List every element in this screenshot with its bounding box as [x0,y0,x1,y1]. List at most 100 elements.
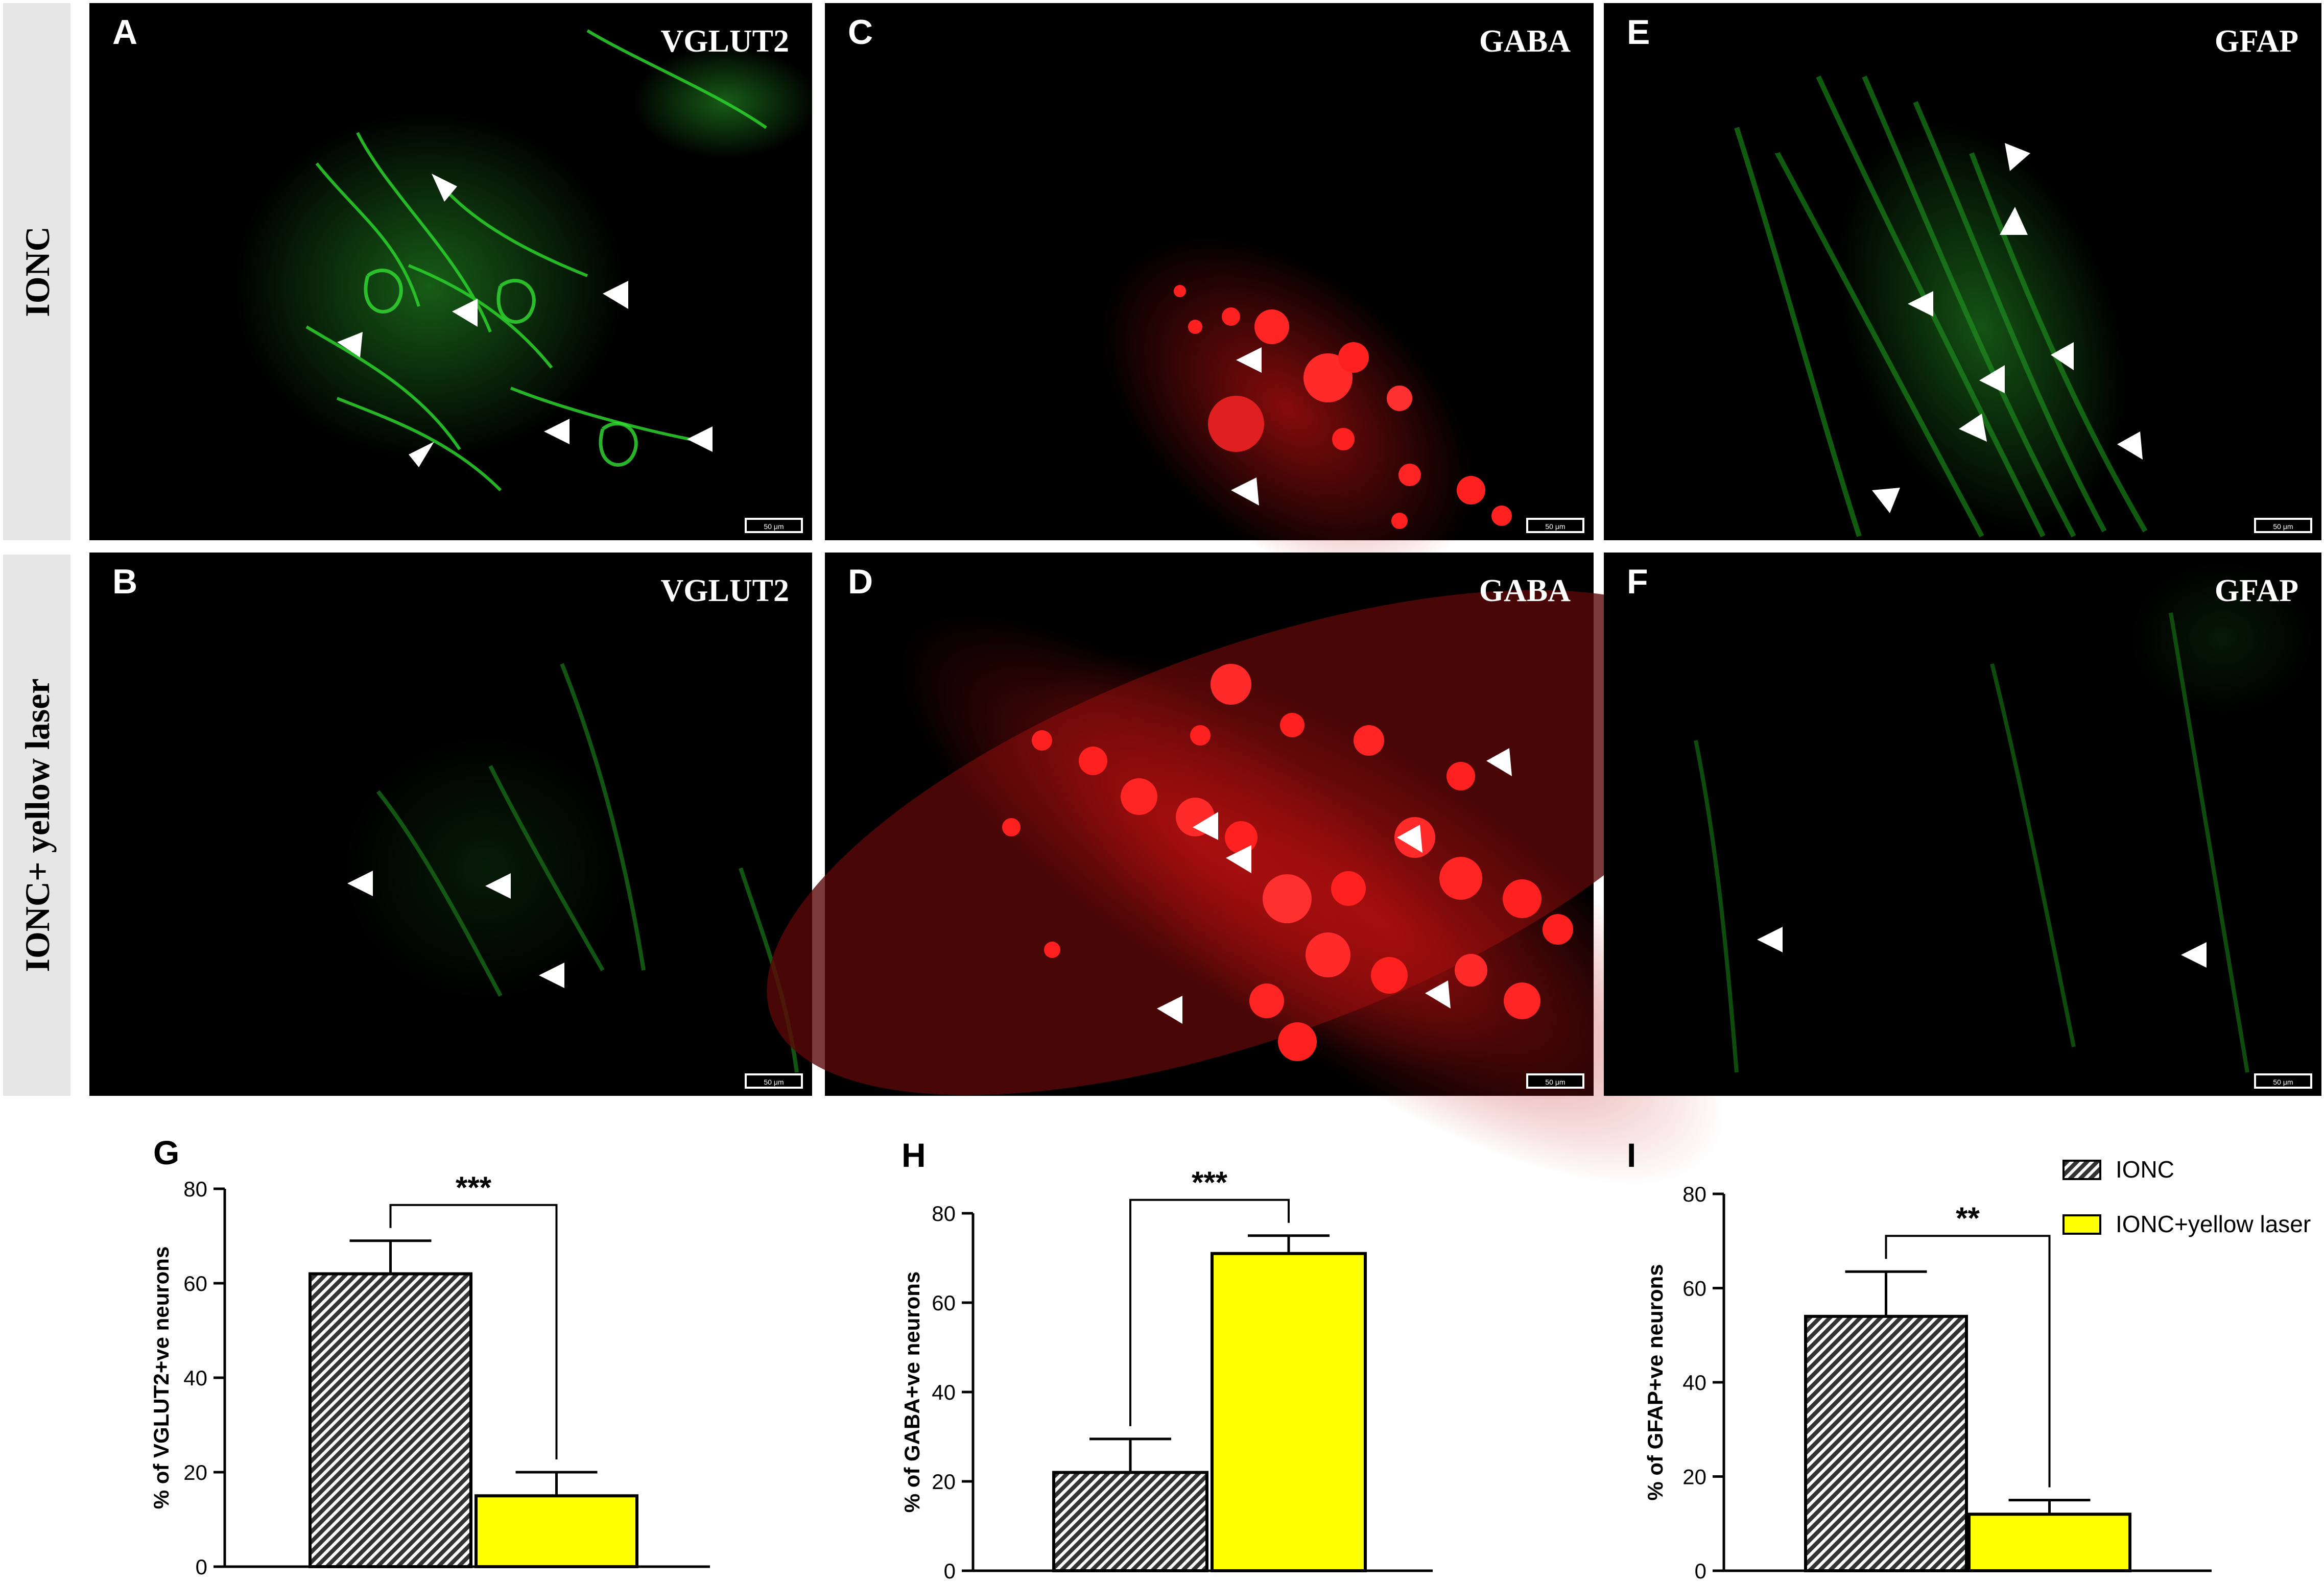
bar-charts: G % of VGLUT2+ve neurons 0 20 40 60 80 *** H % of… [149,1134,2212,1583]
panel-letter: E [1627,13,1650,52]
panel-f [1604,553,2321,1096]
stain-marker-label: GABA [1479,573,1571,608]
arrowhead-icon [1157,996,1182,1024]
arrowhead-icon [1397,825,1422,853]
red-stain-c [1102,237,1512,580]
scale-bar-label: 50 μm [2273,1078,2293,1086]
arrowhead-icon [544,419,570,444]
bar-ionc [1052,1471,1208,1572]
stain-marker-label: GFAP [2215,24,2298,59]
bar-ionc-yellow-laser [1211,1252,1367,1572]
chart-panel-letter: G [153,1134,179,1171]
panel-labels: A VGLUT2 50 μm C GABA 50 μm E GFAP 50 μm B VGLUT2 5… [112,13,2312,1089]
significance-bracket [389,1204,558,1459]
y-axis-label: % of GABA+ve neurons [900,1272,924,1513]
scale-bar-label: 50 μm [1545,522,1565,531]
panel-letter: C [848,13,873,52]
arrowhead-icon [2181,942,2207,968]
panel-e [1604,3,2321,540]
panel-a [89,3,817,540]
arrowhead-icon [1236,347,1262,373]
y-tick-label: 60 [932,1291,956,1315]
y-tick-label: 40 [183,1366,207,1390]
arrowhead-icon [2117,431,2143,460]
significance-bracket [1129,1198,1290,1426]
significance-label: *** [1192,1165,1228,1200]
arrowhead-icon [539,963,564,988]
panel-letter: F [1627,562,1648,601]
scale-bar [2254,1073,2312,1089]
panel-letter: B [112,562,137,601]
scale-bar-label: 50 μm [1545,1078,1565,1086]
scale-bar-label: 50 μm [2273,522,2293,531]
bar-ionc-yellow-laser [1967,1513,2131,1573]
y-tick-label: 40 [1682,1371,1706,1395]
arrowhead-icon [1872,488,1900,513]
arrowhead-icon [1757,927,1783,952]
scale-bar [745,518,803,533]
arrowhead-icon [687,426,713,452]
scale-bar [745,1073,803,1089]
green-stain-a [235,29,817,492]
arrowhead-icon [347,871,373,896]
legend-swatch-ionc [2062,1160,2101,1180]
panel-letter: D [848,562,873,601]
red-stain-d [767,590,1736,1185]
y-tick-label: 80 [1682,1182,1706,1206]
legend: IONC IONC+yellow laser [2062,1156,2311,1237]
scale-bar [2254,518,2312,533]
stain-marker-label: GABA [1479,24,1571,59]
y-tick-label: 40 [932,1380,956,1404]
bar-chart-g: G % of VGLUT2+ve neurons 0 20 40 60 80 *** [149,1134,710,1579]
y-tick-label: 60 [183,1272,207,1296]
arrowhead-icon [1959,414,1987,442]
stain-marker-label: GFAP [2215,573,2298,608]
legend-label-laser: IONC+yellow laser [2116,1211,2311,1237]
panel-b [89,553,812,1096]
chart-panel-letter: I [1627,1136,1636,1174]
arrowhead-icon [409,442,434,467]
y-tick-label: 20 [932,1470,956,1494]
arrowhead-icon [432,174,457,202]
arrowhead-icon [603,281,628,309]
row-label-laser: IONC+ yellow laser [18,678,57,972]
y-tick-label: 0 [1695,1559,1706,1580]
arrowhead-icon [1908,291,1933,317]
bar-chart-h: H % of GABA+ve neurons 0 20 40 60 80 *** [900,1136,1433,1583]
significance-label: ** [1956,1201,1980,1235]
y-tick-label: 20 [183,1460,207,1484]
arrowhead-icon [2051,342,2074,370]
y-axis-label: % of GFAP+ve neurons [1643,1264,1667,1500]
row-label-bg-ionc [3,3,70,540]
y-tick-label: 60 [1682,1277,1706,1301]
arrowhead-icon [1486,748,1512,776]
legend-label-ionc: IONC [2116,1156,2174,1183]
scale-bar [1526,1073,1584,1089]
y-tick-label: 80 [932,1202,956,1226]
arrowhead-icon [1231,477,1259,506]
arrowhead-icon [452,299,478,327]
panel-letter: A [112,13,137,52]
arrowhead-icon [337,332,363,357]
arrowhead-icon [1226,845,1251,873]
bar-ionc [309,1272,472,1568]
significance-bracket [1885,1235,2051,1488]
chart-panel-letter: H [902,1136,926,1174]
row-label-ionc: IONC [18,226,57,317]
bar-chart-i: I % of GFAP+ve neurons 0 20 40 60 80 ** [1627,1136,2212,1583]
arrowhead-icon [2005,143,2030,171]
legend-swatch-laser [2062,1214,2101,1235]
y-tick-label: 0 [196,1555,207,1579]
scale-bar-label: 50 μm [764,1078,784,1086]
y-axis-label: % of VGLUT2+ve neurons [149,1246,173,1509]
stain-marker-label: VGLUT2 [661,573,789,608]
row-label-bg-laser [3,555,70,1096]
panel-d [767,553,1736,1185]
arrowhead-icon [1979,365,2005,393]
y-tick-label: 20 [1682,1465,1706,1489]
bar-ionc-yellow-laser [475,1494,638,1568]
arrowhead-icon [485,873,511,899]
significance-label: *** [456,1170,492,1205]
scale-bar [1526,518,1584,533]
